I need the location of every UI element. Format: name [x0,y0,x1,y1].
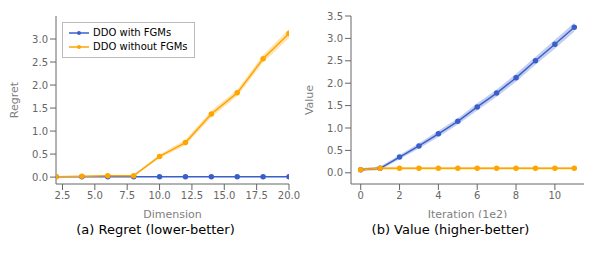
svg-text:0: 0 [358,190,364,201]
svg-text:15.0: 15.0 [213,190,235,201]
svg-text:2.5: 2.5 [327,55,343,66]
svg-text:2.5: 2.5 [32,57,48,68]
svg-text:7.5: 7.5 [119,190,135,201]
svg-text:2.0: 2.0 [327,78,343,89]
svg-text:1.0: 1.0 [327,123,343,134]
svg-text:6: 6 [474,190,480,201]
html-text:(a) Regret (lower-better): (a) Regret (lower-better) [76,222,235,237]
svg-text:2: 2 [396,190,402,201]
svg-text:0.5: 0.5 [327,145,343,156]
svg-text:10.0: 10.0 [148,190,170,201]
svg-text:3.0: 3.0 [32,34,48,45]
svg-text:1.5: 1.5 [32,103,48,114]
html-text:(b) Value (higher-better): (b) Value (higher-better) [371,222,530,237]
svg-text:0.5: 0.5 [32,149,48,160]
svg-text:17.5: 17.5 [246,190,268,201]
html-text:DDO with FGMs: DDO with FGMs [93,27,172,38]
svg-text:5.0: 5.0 [87,190,103,201]
svg-text:20.0: 20.0 [278,190,300,201]
svg-text:Dimension: Dimension [143,208,201,218]
svg-text:8: 8 [513,190,519,201]
svg-text:1.5: 1.5 [327,100,343,111]
html-text:DDO without FGMs: DDO without FGMs [93,41,188,52]
svg-text:0.0: 0.0 [32,172,48,183]
svg-text:Regret: Regret [8,81,21,118]
svg-text:4: 4 [435,190,441,201]
svg-text:1.0: 1.0 [32,126,48,137]
svg-text:0.0: 0.0 [327,167,343,178]
svg-text:12.5: 12.5 [181,190,203,201]
svg-text:Iteration (1e2): Iteration (1e2) [428,208,508,218]
svg-text:Value: Value [303,85,316,115]
svg-text:3.5: 3.5 [327,11,343,22]
svg-text:3.0: 3.0 [327,33,343,44]
svg-text:2.5: 2.5 [55,190,71,201]
svg-text:10: 10 [549,190,562,201]
svg-text:2.0: 2.0 [32,80,48,91]
